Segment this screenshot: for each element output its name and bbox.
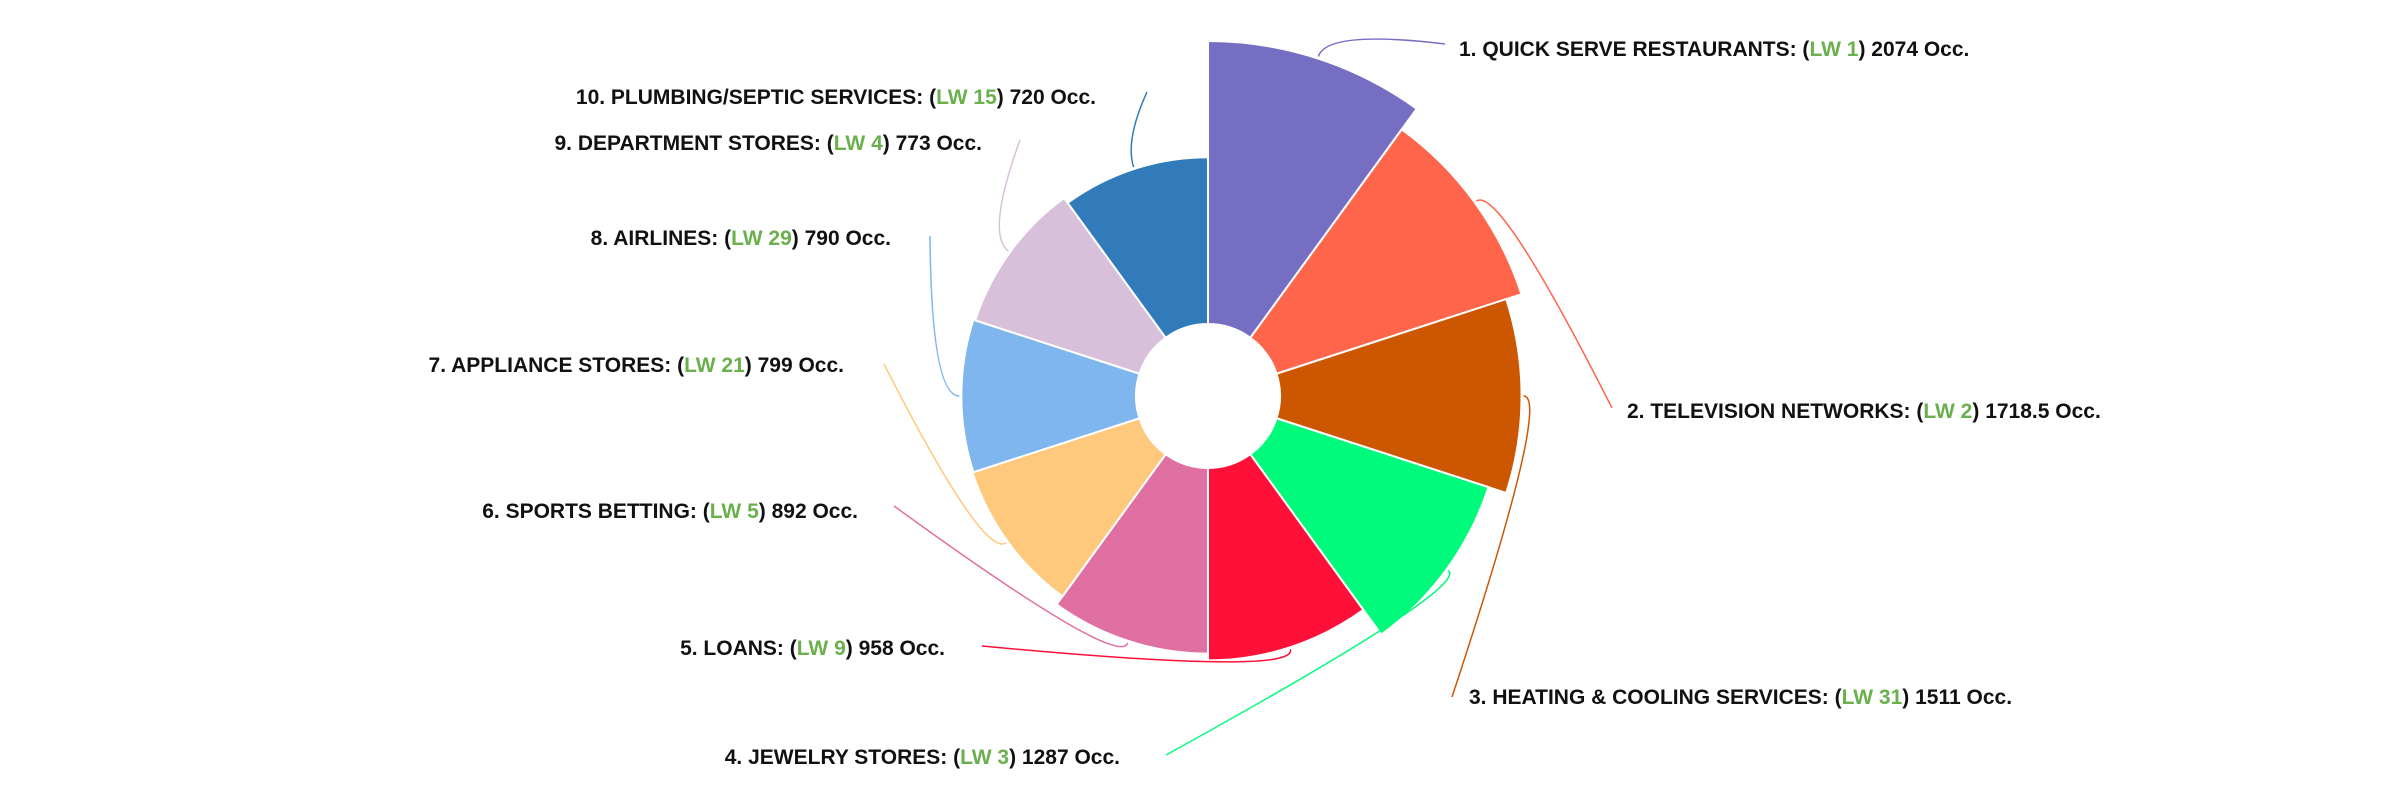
- leader-line-5: [981, 645, 1292, 663]
- slice-lw-rank: LW 21: [684, 354, 745, 377]
- chart-leader-lines: [883, 38, 1613, 756]
- slice-3[interactable]: [1275, 297, 1523, 495]
- slice-name: 4. JEWELRY STORES: (: [725, 746, 960, 769]
- slice-label-1: 1. QUICK SERVE RESTAURANTS: (LW 1) 2074 …: [1459, 38, 1969, 61]
- slice-name: 10. PLUMBING/SEPTIC SERVICES: (: [576, 86, 936, 109]
- slice-label-6: 6. SPORTS BETTING: (LW 5) 892 Occ.: [482, 500, 858, 523]
- slice-lw-rank: LW 4: [834, 132, 883, 155]
- slice-label-7: 7. APPLIANCE STORES: (LW 21) 799 Occ.: [429, 354, 844, 377]
- slice-name: 9. DEPARTMENT STORES: (: [555, 132, 834, 155]
- slice-6[interactable]: [1055, 452, 1209, 655]
- slice-name: 8. AIRLINES: (: [591, 227, 731, 250]
- leader-line-1: [1317, 38, 1446, 57]
- slice-name: 3. HEATING & COOLING SERVICES: (: [1469, 686, 1842, 709]
- slice-name: 5. LOANS: (: [680, 637, 797, 660]
- slice-lw-rank: LW 3: [960, 746, 1009, 769]
- slice-lw-rank: LW 5: [710, 500, 759, 523]
- slice-label-8: 8. AIRLINES: (LW 29) 790 Occ.: [591, 227, 891, 250]
- chart-labels: 1. QUICK SERVE RESTAURANTS: (LW 1) 2074 …: [429, 38, 2101, 769]
- slice-value: ) 1287 Occ.: [1009, 746, 1120, 769]
- leader-line-4: [1165, 569, 1451, 756]
- slice-label-4: 4. JEWELRY STORES: (LW 3) 1287 Occ.: [725, 746, 1120, 769]
- slice-lw-rank: LW 2: [1923, 400, 1972, 423]
- leader-line-9: [998, 139, 1021, 252]
- slice-2[interactable]: [1248, 127, 1523, 376]
- slice-lw-rank: LW 9: [797, 637, 846, 660]
- slice-lw-rank: LW 1: [1809, 38, 1858, 61]
- slice-value: ) 958 Occ.: [846, 637, 945, 660]
- slice-value: ) 790 Occ.: [792, 227, 891, 250]
- slice-10[interactable]: [1066, 156, 1209, 340]
- slice-name: 1. QUICK SERVE RESTAURANTS: (: [1459, 38, 1809, 61]
- chart-slices: [960, 39, 1523, 662]
- leader-line-6: [893, 505, 1129, 648]
- slice-value: ) 799 Occ.: [745, 354, 844, 377]
- slice-9[interactable]: [973, 196, 1168, 376]
- slice-lw-rank: LW 29: [731, 227, 792, 250]
- slice-name: 6. SPORTS BETTING: (: [482, 500, 710, 523]
- leader-line-3: [1451, 395, 1531, 698]
- slice-5[interactable]: [1207, 452, 1365, 662]
- leader-line-2: [1475, 199, 1613, 409]
- slice-label-3: 3. HEATING & COOLING SERVICES: (LW 31) 1…: [1469, 686, 2012, 709]
- slice-7[interactable]: [971, 416, 1168, 598]
- slice-label-9: 9. DEPARTMENT STORES: (LW 4) 773 Occ.: [555, 132, 983, 155]
- slice-label-10: 10. PLUMBING/SEPTIC SERVICES: (LW 15) 72…: [576, 86, 1096, 109]
- slice-lw-rank: LW 15: [936, 86, 997, 109]
- slice-label-5: 5. LOANS: (LW 9) 958 Occ.: [680, 637, 945, 660]
- leader-line-7: [883, 363, 1007, 545]
- slice-4[interactable]: [1248, 416, 1490, 637]
- slice-label-2: 2. TELEVISION NETWORKS: (LW 2) 1718.5 Oc…: [1627, 400, 2101, 423]
- slice-name: 2. TELEVISION NETWORKS: (: [1627, 400, 1923, 423]
- slice-value: ) 773 Occ.: [883, 132, 982, 155]
- slice-name: 7. APPLIANCE STORES: (: [429, 354, 685, 377]
- slice-value: ) 892 Occ.: [759, 500, 858, 523]
- slice-value: ) 720 Occ.: [997, 86, 1096, 109]
- slice-8[interactable]: [960, 318, 1141, 474]
- slice-value: ) 1511 Occ.: [1902, 686, 2012, 709]
- leader-line-10: [1130, 91, 1148, 168]
- slice-value: ) 1718.5 Occ.: [1972, 400, 2100, 423]
- slice-1[interactable]: [1207, 39, 1419, 340]
- slice-value: ) 2074 Occ.: [1858, 38, 1969, 61]
- leader-line-8: [929, 235, 960, 397]
- slice-lw-rank: LW 31: [1842, 686, 1903, 709]
